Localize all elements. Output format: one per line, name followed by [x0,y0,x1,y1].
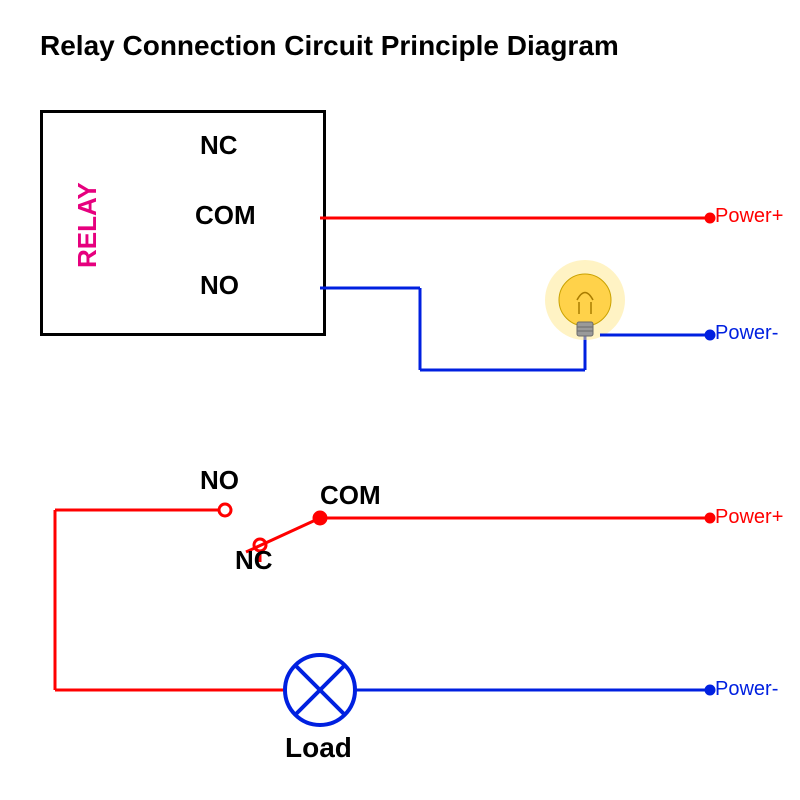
top-powerminus-label: Power- [715,322,778,345]
bot-powerminus-label: Power- [715,678,778,701]
switch-no-node [219,504,231,516]
load-label: Load [285,732,352,764]
bot-powerminus-terminal [705,685,715,695]
bot-powerplus-label: Power+ [715,506,783,529]
bot-nc-label: NC [235,545,273,576]
load-symbol [285,655,355,725]
top-powerplus-terminal [705,213,715,223]
bulb-icon [545,260,625,340]
top-powerplus-label: Power+ [715,205,783,228]
bot-no-label: NO [200,465,239,496]
top-powerminus-terminal [705,330,715,340]
wiring-svg [0,0,800,800]
bot-powerplus-terminal [705,513,715,523]
bot-com-label: COM [320,480,381,511]
